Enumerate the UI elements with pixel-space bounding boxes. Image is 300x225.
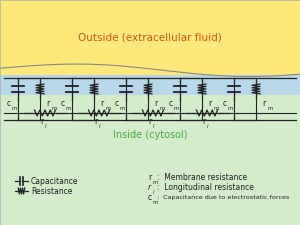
Text: r: r: [148, 117, 152, 126]
Text: l: l: [152, 190, 154, 195]
Bar: [0, 65, 300, 95]
Text: l: l: [153, 124, 154, 128]
Text: Outside (extracellular fluid): Outside (extracellular fluid): [78, 33, 222, 43]
Text: :  Capacitance due to electrostatic forces: : Capacitance due to electrostatic force…: [157, 196, 290, 200]
Bar: [0, 0, 300, 75]
Text: l: l: [207, 124, 208, 128]
Text: Capacitance: Capacitance: [31, 176, 79, 185]
Text: c: c: [7, 99, 11, 108]
Text: c: c: [148, 194, 152, 202]
Text: r: r: [208, 99, 211, 108]
Text: c: c: [223, 99, 227, 108]
Text: c: c: [61, 99, 65, 108]
Text: r: r: [40, 117, 43, 126]
Text: l: l: [99, 124, 100, 128]
Text: r: r: [148, 173, 151, 182]
Text: c: c: [169, 99, 173, 108]
Text: r: r: [202, 117, 206, 126]
Text: Resistance: Resistance: [31, 187, 72, 196]
Text: m: m: [228, 106, 233, 110]
Text: m: m: [120, 106, 125, 110]
Text: r: r: [154, 99, 158, 108]
Text: l: l: [45, 124, 46, 128]
Text: r: r: [46, 99, 50, 108]
Text: c: c: [115, 99, 119, 108]
Text: m: m: [152, 180, 158, 185]
Text: m: m: [213, 106, 218, 110]
Text: m: m: [105, 106, 110, 110]
Text: :  Longitudinal resistance: : Longitudinal resistance: [157, 184, 254, 193]
Text: r: r: [94, 117, 98, 126]
Text: r: r: [148, 184, 151, 193]
Text: m: m: [174, 106, 179, 110]
Text: r: r: [262, 99, 266, 108]
Text: Inside (cytosol): Inside (cytosol): [113, 130, 187, 140]
Text: m: m: [12, 106, 17, 110]
Text: m: m: [267, 106, 272, 110]
Text: m: m: [159, 106, 164, 110]
Text: m: m: [66, 106, 71, 110]
Text: :  Membrane resistance: : Membrane resistance: [157, 173, 247, 182]
Text: m: m: [51, 106, 56, 110]
Text: r: r: [100, 99, 103, 108]
Text: m: m: [152, 200, 158, 205]
